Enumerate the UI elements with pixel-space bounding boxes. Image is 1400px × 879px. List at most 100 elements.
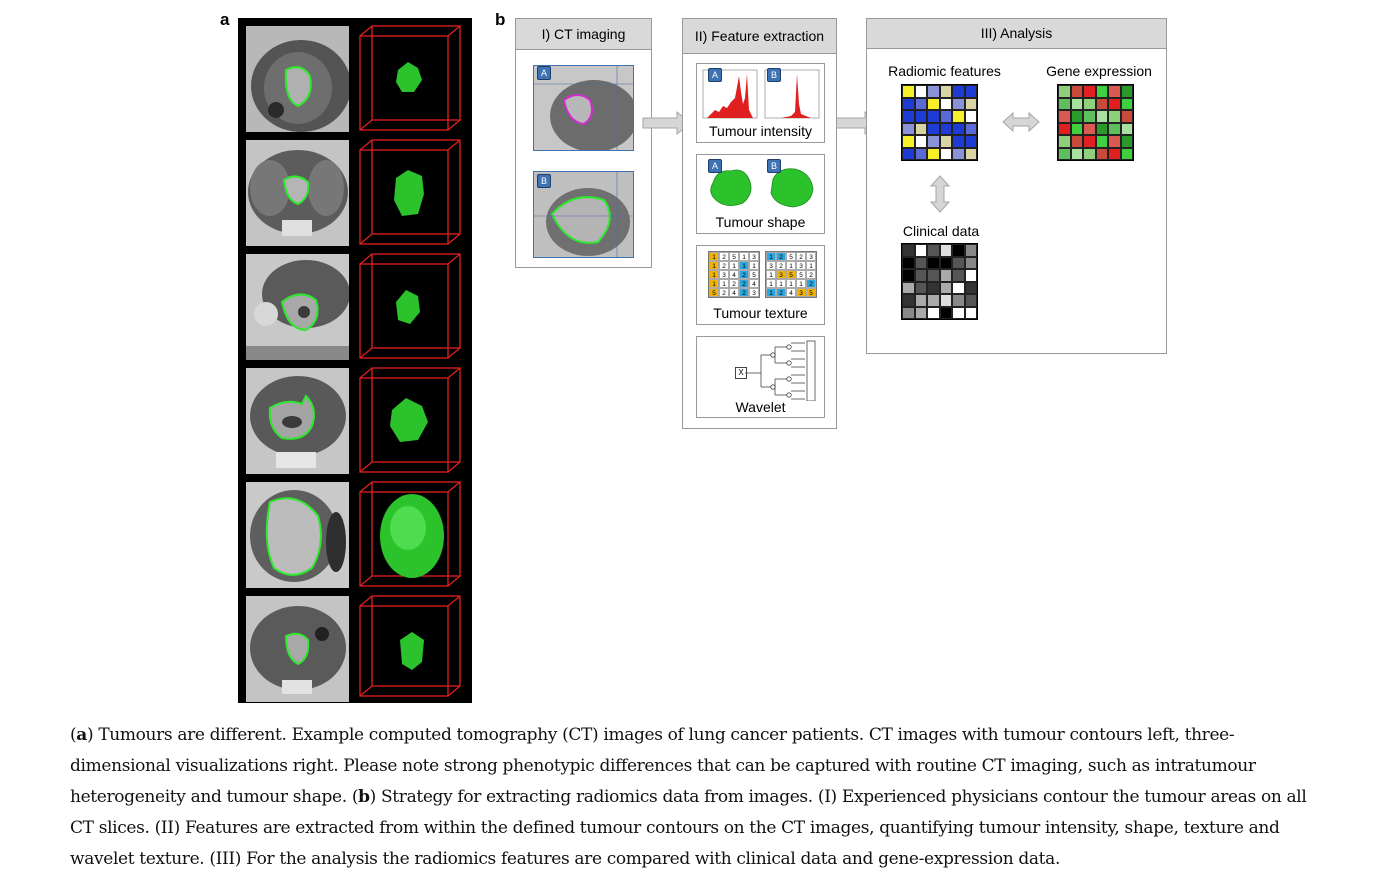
heatmap-cell	[1058, 122, 1071, 135]
texture-cell: 1	[766, 288, 776, 297]
heatmap-cell	[927, 110, 940, 123]
stage-title: II) Feature extraction	[683, 19, 836, 54]
heatmap-cell	[1083, 122, 1096, 135]
texture-cell: 4	[749, 279, 759, 288]
heatmap-cell	[902, 97, 915, 110]
heatmap-cell	[1095, 135, 1108, 148]
texture-cell: 2	[719, 288, 729, 297]
texture-cell: 2	[719, 252, 729, 261]
heatmap-cell	[952, 294, 965, 307]
heatmap-cell	[927, 97, 940, 110]
heatmap-cell	[1120, 122, 1133, 135]
heatmap-cell	[927, 85, 940, 98]
heatmap-cell	[939, 281, 952, 294]
heatmap-cell	[1108, 85, 1121, 98]
texture-cell: 4	[729, 288, 739, 297]
texture-cell: 4	[729, 270, 739, 279]
heatmap-cell	[1095, 147, 1108, 160]
wavelet-root-box: X	[735, 367, 747, 379]
heatmap-cell	[964, 85, 977, 98]
texture-cell: 1	[749, 261, 759, 270]
heatmap-cell	[1058, 147, 1071, 160]
heatmap-cell	[914, 306, 927, 319]
texture-cell: 3	[719, 270, 729, 279]
texture-cell: 1	[739, 252, 749, 261]
heatmap-cell	[927, 122, 940, 135]
heatmap-cell	[927, 147, 940, 160]
heatmap-cell	[964, 122, 977, 135]
heatmap-cell	[1070, 110, 1083, 123]
tumour-3d-render	[356, 592, 464, 700]
heatmap-cell	[952, 306, 965, 319]
ct-slice-image	[246, 368, 349, 474]
stage-analysis: III) Analysis Radiomic features Gene exp…	[866, 18, 1167, 354]
heatmap-cell	[964, 256, 977, 269]
image-tag-b: B	[537, 174, 551, 188]
texture-cell: 2	[776, 252, 786, 261]
feature-wavelet: X Wavelet	[696, 336, 825, 418]
heatmap-cell	[927, 135, 940, 148]
clinical-data-heatmap	[901, 243, 978, 320]
double-arrow-icon	[1002, 111, 1040, 133]
heatmap-cell	[1058, 97, 1071, 110]
heatmap-cell	[914, 110, 927, 123]
heatmap-cell	[902, 147, 915, 160]
texture-cell: 1	[766, 252, 776, 261]
heatmap-cell	[1083, 85, 1096, 98]
heatmap-cell	[964, 147, 977, 160]
texture-cell: 5	[786, 270, 796, 279]
gene-expression-heatmap	[1057, 84, 1134, 161]
feature-label: Tumour intensity	[709, 123, 812, 139]
heatmap-cell	[939, 294, 952, 307]
heatmap-cell	[952, 85, 965, 98]
heatmap-cell	[939, 85, 952, 98]
ct-slice-image	[246, 596, 349, 702]
texture-cell: 1	[709, 279, 719, 288]
heatmap-cell	[1108, 122, 1121, 135]
feature-label: Tumour texture	[713, 305, 808, 321]
texture-cell: 1	[806, 261, 816, 270]
heatmap-cell	[914, 135, 927, 148]
texture-cell: 3	[766, 261, 776, 270]
ct-slice-image	[246, 482, 349, 588]
image-tag-b: B	[767, 68, 781, 82]
heatmap-cell	[1083, 135, 1096, 148]
heatmap-cell	[952, 122, 965, 135]
texture-cell: 1	[729, 261, 739, 270]
image-tag-a: A	[537, 66, 551, 80]
heatmap-cell	[1058, 135, 1071, 148]
heatmap-cell	[1083, 97, 1096, 110]
heatmap-cell	[902, 85, 915, 98]
heatmap-cell	[914, 122, 927, 135]
panel-letter-a: a	[220, 10, 230, 29]
heatmap-cell	[964, 294, 977, 307]
gene-expression-label: Gene expression	[1046, 63, 1152, 79]
heatmap-cell	[902, 269, 915, 282]
tumour-3d-render	[356, 364, 464, 476]
texture-cell: 5	[806, 288, 816, 297]
heatmap-cell	[1120, 97, 1133, 110]
caption-label-b: b	[358, 787, 370, 807]
tumour-3d-render	[356, 22, 464, 134]
stage-ct-imaging: I) CT imaging A B	[515, 18, 652, 268]
texture-cell: 2	[806, 270, 816, 279]
caption-text-b: Strategy for extracting radiomics data f…	[70, 787, 1307, 869]
texture-cell: 2	[739, 288, 749, 297]
heatmap-cell	[952, 281, 965, 294]
heatmap-cell	[952, 135, 965, 148]
heatmap-cell	[927, 256, 940, 269]
texture-cell: 1	[719, 279, 729, 288]
heatmap-cell	[927, 281, 940, 294]
figure-caption: (a) Tumours are different. Example compu…	[70, 720, 1320, 875]
tumour-shape-icon	[710, 168, 814, 208]
caption-paragraph: (a) Tumours are different. Example compu…	[70, 725, 1307, 869]
heatmap-cell	[902, 306, 915, 319]
heatmap-cell	[1058, 110, 1071, 123]
heatmap-cell	[939, 269, 952, 282]
heatmap-cell	[964, 269, 977, 282]
heatmap-cell	[902, 281, 915, 294]
heatmap-cell	[1120, 147, 1133, 160]
heatmap-cell	[939, 147, 952, 160]
